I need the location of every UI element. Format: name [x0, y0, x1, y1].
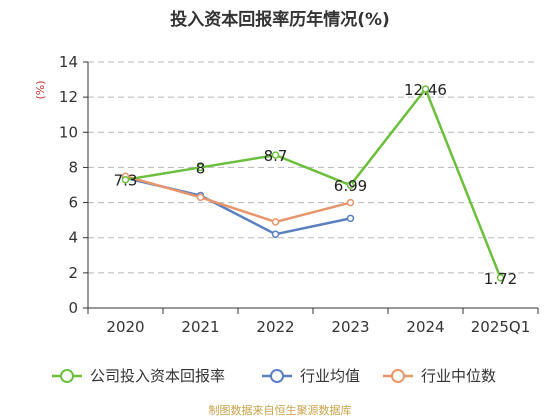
data-label: 8	[196, 159, 206, 177]
y-tick-label: 6	[68, 194, 78, 212]
y-tick-label: 0	[68, 299, 78, 317]
legend-marker-icon	[270, 369, 284, 383]
data-label: 1.72	[484, 270, 517, 288]
data-label: 6.99	[334, 177, 367, 195]
data-label: 7.3	[114, 172, 138, 190]
legend-item[interactable]: 行业中位数	[383, 367, 496, 385]
data-point	[421, 85, 430, 93]
data-labels: 7.3 8 8.7 6.99 12.46 1.72	[114, 81, 518, 288]
legend-marker-icon	[60, 369, 74, 383]
legend[interactable]: 公司投入资本回报率 行业均值 行业中位数	[52, 367, 496, 385]
x-tick-label: 2025Q1	[471, 318, 531, 336]
data-point	[346, 214, 355, 223]
data-point	[496, 274, 505, 282]
data-label: 12.46	[404, 81, 447, 99]
y-unit-label: (%)	[34, 80, 47, 99]
y-tick-label: 10	[59, 123, 78, 141]
legend-marker-icon	[391, 369, 405, 383]
legend-label: 行业中位数	[421, 367, 496, 385]
data-point	[196, 193, 205, 202]
data-point	[271, 151, 280, 159]
x-tick-label: 2020	[106, 318, 144, 336]
series-line-2	[125, 175, 351, 224]
y-tick-label: 2	[68, 264, 78, 282]
data-point	[346, 198, 355, 207]
chart-title: 投入资本回报率历年情况(%)	[170, 9, 390, 30]
data-point	[271, 230, 280, 238]
data-point	[121, 175, 130, 184]
y-tick-label: 8	[68, 158, 78, 176]
x-tick-label: 2022	[256, 318, 294, 336]
x-tick-label: 2021	[181, 318, 219, 336]
y-tick-label: 14	[59, 53, 78, 71]
x-axis: 2020 2021 2022 2023 2024 2025Q1	[87, 307, 539, 336]
series-line-0	[125, 87, 502, 279]
source-note: 制图数据来自恒生聚源数据库	[209, 403, 352, 417]
data-point	[346, 181, 355, 189]
data-point	[196, 163, 205, 172]
legend-label: 行业均值	[300, 367, 360, 385]
y-axis: 0 2 4 6 8 10 12 14	[59, 53, 89, 317]
y-tick-label: 4	[68, 229, 78, 247]
legend-label: 公司投入资本回报率	[90, 367, 225, 385]
legend-item[interactable]: 行业均值	[262, 367, 360, 385]
data-point	[271, 218, 280, 226]
series-layer	[121, 85, 505, 282]
x-tick-label: 2024	[406, 318, 444, 336]
grid-lines	[88, 61, 538, 274]
data-label: 8.7	[264, 147, 288, 165]
x-tick-label: 2023	[331, 318, 369, 336]
legend-item[interactable]: 公司投入资本回报率	[52, 367, 225, 385]
y-tick-label: 12	[59, 88, 78, 106]
